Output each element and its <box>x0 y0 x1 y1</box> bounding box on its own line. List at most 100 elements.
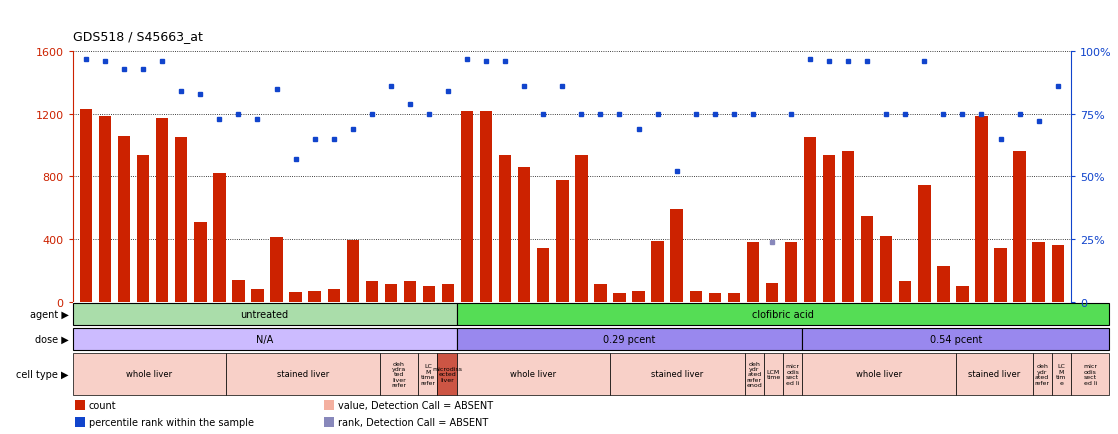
Bar <box>1013 152 1026 302</box>
Text: LC
M
tim
e: LC M tim e <box>1057 364 1067 385</box>
Bar <box>73 353 226 395</box>
Text: whole liver: whole liver <box>126 370 172 378</box>
Text: deh
ydr
ated
refer
enod: deh ydr ated refer enod <box>747 361 762 388</box>
Bar <box>176 137 188 302</box>
Text: microdiss
ected
liver: microdiss ected liver <box>432 366 462 382</box>
Bar <box>595 285 607 302</box>
Bar <box>117 136 131 302</box>
Bar <box>442 285 454 302</box>
Bar <box>324 418 334 427</box>
Bar <box>785 243 797 302</box>
Text: LCM
time: LCM time <box>766 369 780 379</box>
Bar <box>98 117 112 302</box>
Bar <box>138 155 150 302</box>
Bar <box>899 282 911 302</box>
Bar <box>975 117 987 302</box>
Bar <box>195 222 207 302</box>
Bar <box>157 118 169 302</box>
Bar <box>747 243 759 302</box>
Bar <box>575 155 588 302</box>
Bar <box>290 293 302 302</box>
Text: N/A: N/A <box>256 335 273 345</box>
Bar <box>861 216 873 302</box>
Text: 0.29 pcent: 0.29 pcent <box>604 335 655 345</box>
Bar <box>324 400 334 410</box>
Text: deh
ydra
ted
liver
refer: deh ydra ted liver refer <box>391 361 407 388</box>
Bar <box>385 285 397 302</box>
Bar <box>728 293 740 302</box>
Bar <box>347 240 359 302</box>
Bar <box>499 155 511 302</box>
Bar <box>671 210 683 302</box>
Bar <box>75 400 85 410</box>
Bar <box>804 138 816 302</box>
Bar <box>709 293 721 302</box>
Bar <box>233 280 245 302</box>
Text: whole liver: whole liver <box>856 370 902 378</box>
Bar <box>633 291 645 302</box>
Bar <box>652 241 664 302</box>
Bar <box>1033 353 1052 395</box>
Bar <box>556 180 569 302</box>
Bar <box>537 248 549 302</box>
Text: percentile rank within the sample: percentile rank within the sample <box>88 418 254 427</box>
Bar <box>309 291 321 302</box>
Text: stained liver: stained liver <box>968 370 1021 378</box>
Bar <box>690 291 702 302</box>
Bar <box>75 418 85 427</box>
Bar <box>956 286 968 302</box>
Bar <box>480 112 492 302</box>
Bar <box>880 237 892 302</box>
Bar <box>783 353 803 395</box>
Bar <box>73 303 456 326</box>
Bar <box>380 353 418 395</box>
Bar <box>456 353 610 395</box>
Bar <box>823 155 835 302</box>
Bar <box>1032 243 1045 302</box>
Bar <box>461 112 473 302</box>
Bar <box>956 353 1033 395</box>
Text: rank, Detection Call = ABSENT: rank, Detection Call = ABSENT <box>339 418 489 427</box>
Text: stained liver: stained liver <box>652 370 703 378</box>
Bar <box>437 353 456 395</box>
Bar <box>252 289 264 302</box>
Bar <box>610 353 745 395</box>
Text: micr
odis
sect
ed li: micr odis sect ed li <box>786 364 799 385</box>
Bar <box>456 303 1109 326</box>
Text: deh
ydr
ated
refer: deh ydr ated refer <box>1035 364 1050 385</box>
Bar <box>937 266 949 302</box>
Text: value, Detection Call = ABSENT: value, Detection Call = ABSENT <box>339 400 493 410</box>
Text: clofibric acid: clofibric acid <box>752 309 814 319</box>
Bar <box>518 168 530 302</box>
Bar <box>423 286 435 302</box>
Bar <box>226 353 380 395</box>
Bar <box>1071 353 1109 395</box>
Text: LC
M
time
refer: LC M time refer <box>420 364 435 385</box>
Bar <box>766 283 778 302</box>
Bar <box>614 293 626 302</box>
Text: micr
odis
sect
ed li: micr odis sect ed li <box>1083 364 1097 385</box>
Bar <box>918 186 930 302</box>
Bar <box>79 110 92 302</box>
Text: count: count <box>88 400 116 410</box>
Bar <box>456 328 803 351</box>
Text: cell type ▶: cell type ▶ <box>16 369 68 379</box>
Text: whole liver: whole liver <box>511 370 557 378</box>
Text: dose ▶: dose ▶ <box>35 335 68 345</box>
Bar <box>745 353 764 395</box>
Bar <box>214 173 226 302</box>
Bar <box>404 282 416 302</box>
Bar <box>842 152 854 302</box>
Text: untreated: untreated <box>240 309 288 319</box>
Bar <box>328 289 340 302</box>
Bar <box>994 249 1006 302</box>
Bar <box>73 328 456 351</box>
Bar <box>366 282 378 302</box>
Bar <box>803 353 956 395</box>
Bar <box>803 328 1109 351</box>
Bar <box>1052 353 1071 395</box>
Text: agent ▶: agent ▶ <box>30 309 68 319</box>
Text: stained liver: stained liver <box>277 370 329 378</box>
Bar <box>271 238 283 302</box>
Text: GDS518 / S45663_at: GDS518 / S45663_at <box>73 30 202 43</box>
